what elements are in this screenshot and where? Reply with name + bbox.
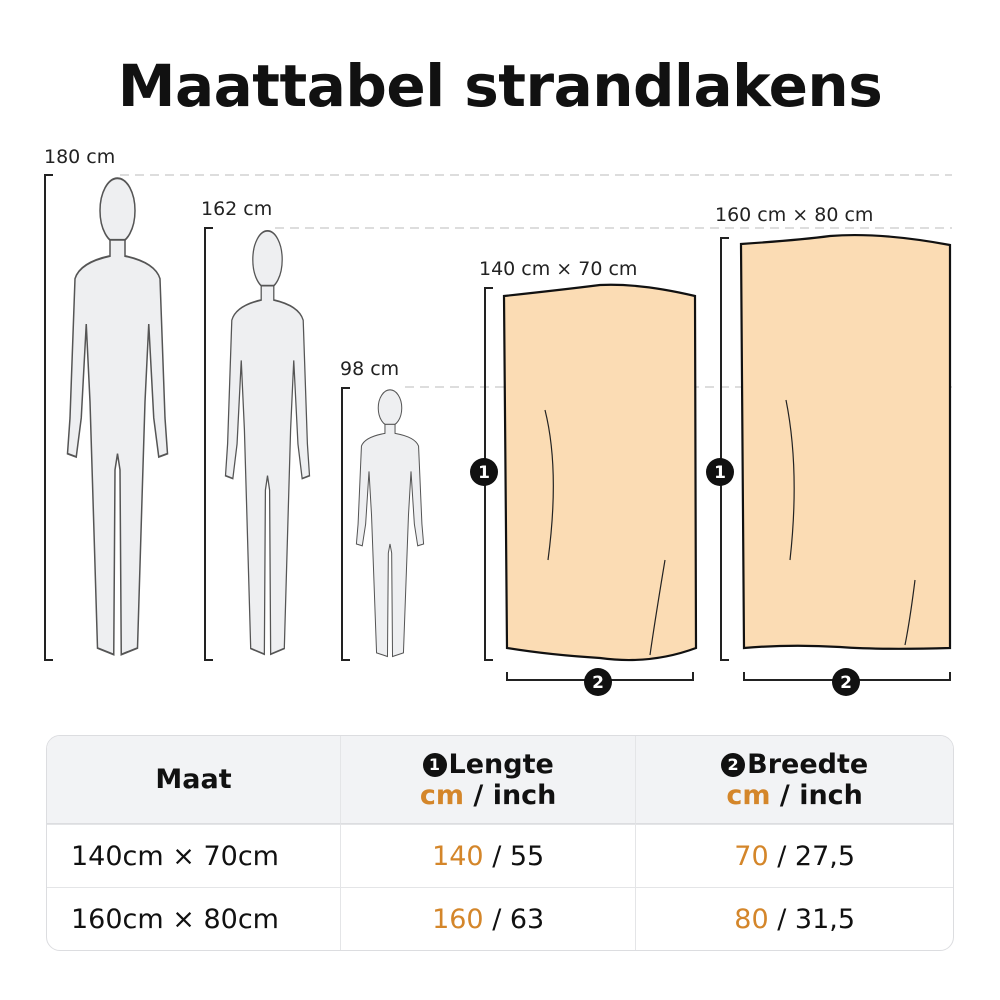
width-cm: 80 [734, 903, 769, 935]
towel-large-label: 160 cm × 80 cm [715, 204, 874, 226]
cell-width: 80 / 31,5 [635, 887, 953, 950]
towel-fold [904, 579, 916, 646]
woman-silhouette [224, 230, 311, 656]
sep: / [483, 840, 510, 872]
width-inch: 31,5 [794, 903, 856, 935]
length-marker-icon [706, 458, 734, 486]
sep: / [768, 903, 795, 935]
cell-length: 160 / 63 [340, 887, 636, 950]
cell-size: 140cm × 70cm [47, 824, 340, 887]
man-height-label: 180 cm [44, 146, 116, 168]
length-marker-icon [470, 458, 498, 486]
length-marker-text: 1 [714, 463, 726, 483]
header-size: Maat [47, 736, 340, 824]
width-marker-text: 2 [592, 673, 604, 693]
man-silhouette [66, 177, 169, 656]
width-marker-icon: 2 [721, 752, 746, 777]
width-cm: 70 [734, 840, 769, 872]
table-row: 160cm × 80cm 160 / 63 80 / 31,5 [47, 887, 953, 950]
child-silhouette [355, 389, 425, 658]
header-width-label: Breedte [747, 748, 869, 780]
unit-sep: / [464, 779, 493, 811]
height-bracket [341, 387, 350, 661]
unit-inch: inch [799, 779, 863, 811]
child-height-label: 98 cm [340, 358, 400, 380]
unit-inch: inch [492, 779, 557, 811]
length-bracket [720, 237, 729, 661]
cell-size: 160cm × 80cm [47, 887, 340, 950]
width-marker-icon [584, 668, 612, 696]
length-marker-text: 1 [478, 463, 490, 483]
unit-cm: cm [419, 779, 465, 811]
header-length: 1 Lengte cm / inch [340, 736, 636, 824]
cell-length: 140 / 55 [340, 824, 636, 887]
length-cm: 160 [432, 903, 484, 935]
cell-width: 70 / 27,5 [635, 824, 953, 887]
length-cm: 140 [432, 840, 484, 872]
table-row: 140cm × 70cm 140 / 55 70 / 27,5 [47, 824, 953, 887]
width-inch: 27,5 [794, 840, 856, 872]
header-width: 2 Breedte cm / inch [635, 736, 953, 824]
height-bracket [44, 174, 53, 661]
length-marker-icon: 1 [422, 752, 447, 777]
towel-fold [785, 399, 795, 561]
width-marker-text: 2 [840, 673, 852, 693]
page-title: Maattabel strandlakens [117, 52, 883, 120]
unit-cm: cm [726, 779, 771, 811]
sep: / [768, 840, 795, 872]
towel-small [502, 283, 698, 662]
size-table: Maat 1 Lengte cm / inch 2 Breedte cm / inc… [46, 735, 954, 951]
towel-large [739, 233, 952, 650]
length-inch: 63 [509, 903, 545, 935]
table-header-row: Maat 1 Lengte cm / inch 2 Breedte cm / inc… [47, 736, 953, 824]
towel-small-label: 140 cm × 70 cm [479, 258, 638, 280]
towel-fold [544, 409, 554, 561]
width-marker-icon [832, 668, 860, 696]
header-length-label: Lengte [448, 748, 554, 780]
length-inch: 55 [509, 840, 545, 872]
height-bracket [204, 227, 213, 661]
towel-fold [649, 559, 666, 656]
unit-sep: / [770, 779, 800, 811]
sep: / [483, 903, 510, 935]
woman-height-label: 162 cm [201, 198, 273, 220]
